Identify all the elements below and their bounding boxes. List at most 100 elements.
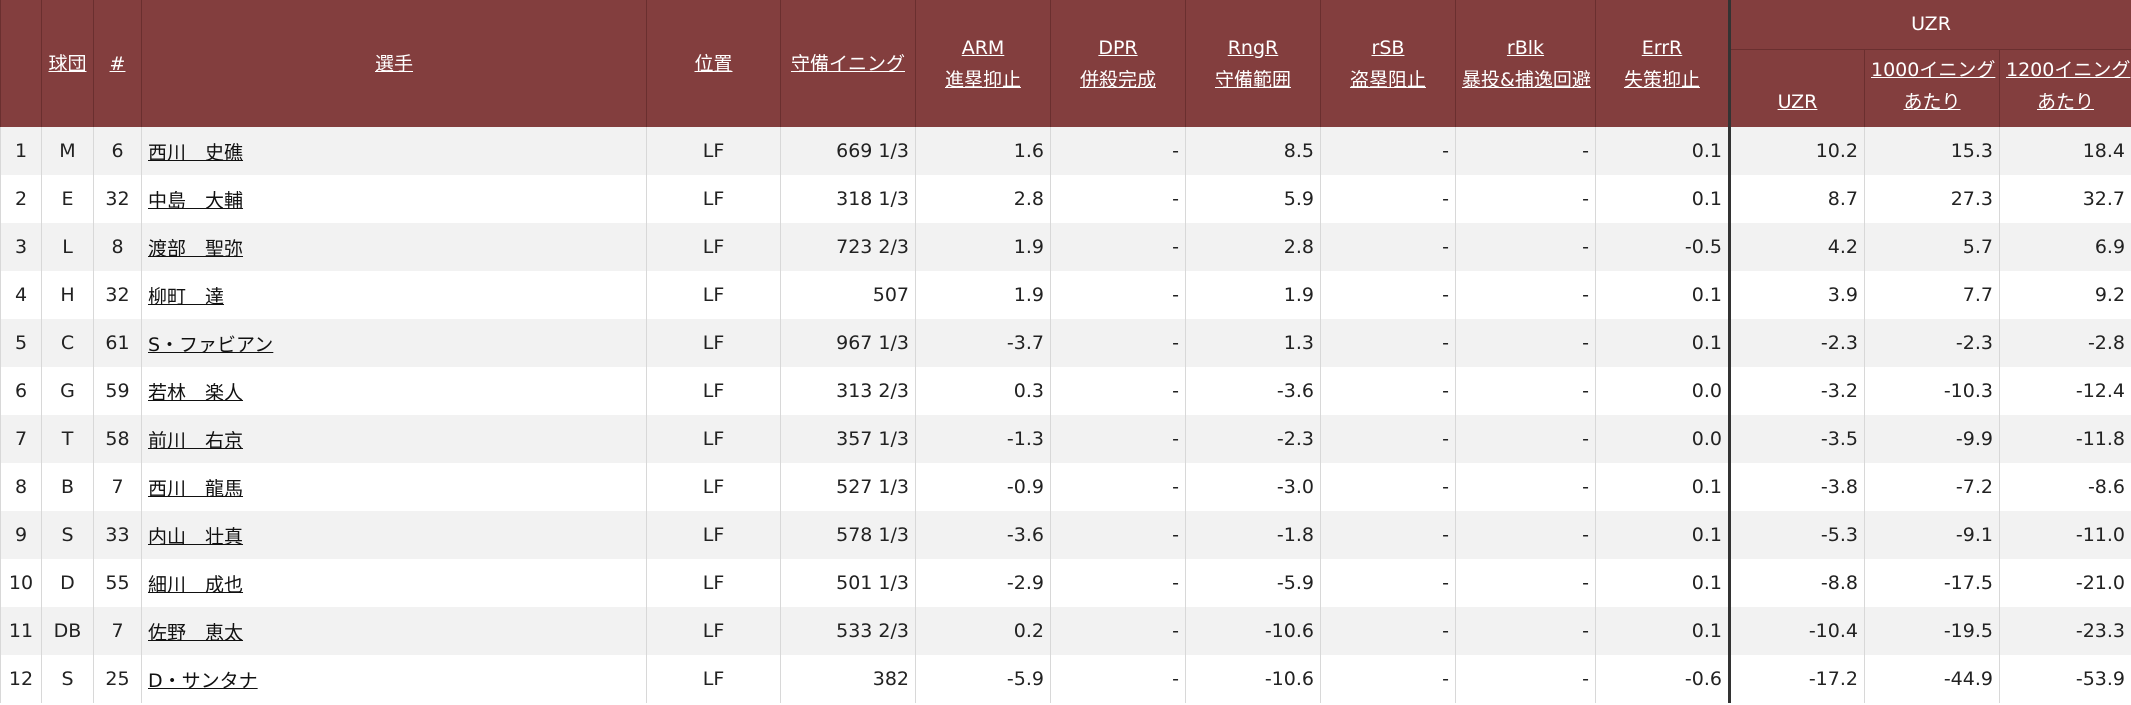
- errr-cell: 0.1: [1595, 463, 1730, 511]
- table-row: 1 M 6 西川 史礁 LF 669 1/3 1.6-8.5- -0.1 10.2 15.3 18.…: [0, 127, 2131, 175]
- uzr-cell: -5.3: [1728, 511, 1865, 559]
- player-link[interactable]: 西川 史礁: [141, 127, 647, 175]
- rank-cell: 5: [0, 319, 42, 367]
- team-cell: G: [41, 367, 94, 415]
- per1200-cell: 32.7: [1998, 175, 2131, 223]
- team-cell: E: [41, 175, 94, 223]
- player-link[interactable]: 細川 成也: [141, 559, 647, 607]
- errr-cell: 0.1: [1595, 271, 1730, 319]
- rsb-cell: -: [1320, 607, 1456, 655]
- player-link[interactable]: 佐野 恵太: [141, 607, 647, 655]
- rsb-cell: -: [1320, 175, 1456, 223]
- uzr-cell: 4.2: [1728, 223, 1865, 271]
- errr-cell: 0.1: [1595, 127, 1730, 175]
- dpr-cell: -: [1050, 223, 1186, 271]
- table-row: 5 C 61 S・ファビアン LF 967 1/3 -3.7-1.3- -0.1 -2.3 -2.…: [0, 319, 2131, 367]
- rngr-cell: -10.6: [1185, 655, 1321, 703]
- arm-cell: 1.6: [915, 127, 1051, 175]
- table-row: 9 S 33 内山 壮真 LF 578 1/3 -3.6- -1.8- -0.1 -5.3 -9.1…: [0, 511, 2131, 559]
- position-cell: LF: [646, 367, 781, 415]
- rngr-cell: -1.8: [1185, 511, 1321, 559]
- rngr-cell: -2.3: [1185, 415, 1321, 463]
- uzr-cell: -3.5: [1728, 415, 1865, 463]
- number-cell: 32: [93, 175, 142, 223]
- number-cell: 61: [93, 319, 142, 367]
- header-position[interactable]: 位置: [646, 0, 781, 127]
- innings-cell: 527 1/3: [780, 463, 916, 511]
- rank-cell: 6: [0, 367, 42, 415]
- header-dpr[interactable]: DPR 併殺完成: [1050, 0, 1186, 127]
- position-cell: LF: [646, 271, 781, 319]
- per1000-cell: -2.3: [1864, 319, 2000, 367]
- errr-cell: -0.6: [1595, 655, 1730, 703]
- per1200-cell: -23.3: [1998, 607, 2131, 655]
- position-cell: LF: [646, 607, 781, 655]
- per1200-cell: -53.9: [1998, 655, 2131, 703]
- dpr-cell: -: [1050, 463, 1186, 511]
- header-player[interactable]: 選手: [141, 0, 647, 127]
- player-link[interactable]: 渡部 聖弥: [141, 223, 647, 271]
- header-per1200[interactable]: 1200イニング あたり: [1998, 49, 2131, 127]
- rblk-cell: -: [1455, 271, 1596, 319]
- arm-cell: 1.9: [915, 223, 1051, 271]
- rngr-cell: -5.9: [1185, 559, 1321, 607]
- position-cell: LF: [646, 415, 781, 463]
- header-per1000[interactable]: 1000イニング あたり: [1864, 49, 2000, 127]
- header-rblk[interactable]: rBlk 暴投&捕逸回避: [1455, 0, 1596, 127]
- rsb-cell: -: [1320, 319, 1456, 367]
- per1000-cell: 27.3: [1864, 175, 2000, 223]
- per1200-cell: -12.4: [1998, 367, 2131, 415]
- player-link[interactable]: 西川 龍馬: [141, 463, 647, 511]
- header-errr[interactable]: ErrR 失策抑止: [1595, 0, 1730, 127]
- table-row: 4 H 32 柳町 達 LF 507 1.9-1.9- -0.1 3.9 7.7 9.2: [0, 271, 2131, 319]
- dpr-cell: -: [1050, 319, 1186, 367]
- arm-cell: -5.9: [915, 655, 1051, 703]
- team-cell: C: [41, 319, 94, 367]
- header-rngr[interactable]: RngR 守備範囲: [1185, 0, 1321, 127]
- team-cell: B: [41, 463, 94, 511]
- rblk-cell: -: [1455, 559, 1596, 607]
- team-cell: S: [41, 511, 94, 559]
- rsb-cell: -: [1320, 463, 1456, 511]
- number-cell: 25: [93, 655, 142, 703]
- innings-cell: 313 2/3: [780, 367, 916, 415]
- player-link[interactable]: 若林 楽人: [141, 367, 647, 415]
- header-arm[interactable]: ARM 進塁抑止: [915, 0, 1051, 127]
- uzr-cell: -8.8: [1728, 559, 1865, 607]
- rblk-cell: -: [1455, 367, 1596, 415]
- table-row: 10 D 55 細川 成也 LF 501 1/3 -2.9- -5.9- -0.1 -8.8 -17…: [0, 559, 2131, 607]
- innings-cell: 357 1/3: [780, 415, 916, 463]
- rank-cell: 1: [0, 127, 42, 175]
- position-cell: LF: [646, 511, 781, 559]
- header-team[interactable]: 球団: [41, 0, 94, 127]
- header-innings[interactable]: 守備イニング: [780, 0, 916, 127]
- player-link[interactable]: 前川 右京: [141, 415, 647, 463]
- arm-cell: -2.9: [915, 559, 1051, 607]
- player-link[interactable]: 内山 壮真: [141, 511, 647, 559]
- number-cell: 59: [93, 367, 142, 415]
- player-link[interactable]: D・サンタナ: [141, 655, 647, 703]
- table-row: 3 L 8 渡部 聖弥 LF 723 2/3 1.9-2.8- - -0.5 4.2 5.7 6.9: [0, 223, 2131, 271]
- rblk-cell: -: [1455, 463, 1596, 511]
- rngr-cell: -10.6: [1185, 607, 1321, 655]
- header-rsb[interactable]: rSB 盗塁阻止: [1320, 0, 1456, 127]
- rank-cell: 10: [0, 559, 42, 607]
- player-link[interactable]: 柳町 達: [141, 271, 647, 319]
- table-row: 7 T 58 前川 右京 LF 357 1/3 -1.3- -2.3- -0.0 -3.5 -9.9…: [0, 415, 2131, 463]
- player-link[interactable]: S・ファビアン: [141, 319, 647, 367]
- per1000-cell: 15.3: [1864, 127, 2000, 175]
- rank-cell: 8: [0, 463, 42, 511]
- position-cell: LF: [646, 559, 781, 607]
- header-uzr[interactable]: UZR: [1728, 49, 1865, 127]
- rsb-cell: -: [1320, 127, 1456, 175]
- innings-cell: 669 1/3: [780, 127, 916, 175]
- rank-cell: 2: [0, 175, 42, 223]
- team-cell: D: [41, 559, 94, 607]
- header-number[interactable]: #: [93, 0, 142, 127]
- number-cell: 7: [93, 463, 142, 511]
- innings-cell: 533 2/3: [780, 607, 916, 655]
- per1000-cell: -44.9: [1864, 655, 2000, 703]
- arm-cell: 0.3: [915, 367, 1051, 415]
- player-link[interactable]: 中島 大輔: [141, 175, 647, 223]
